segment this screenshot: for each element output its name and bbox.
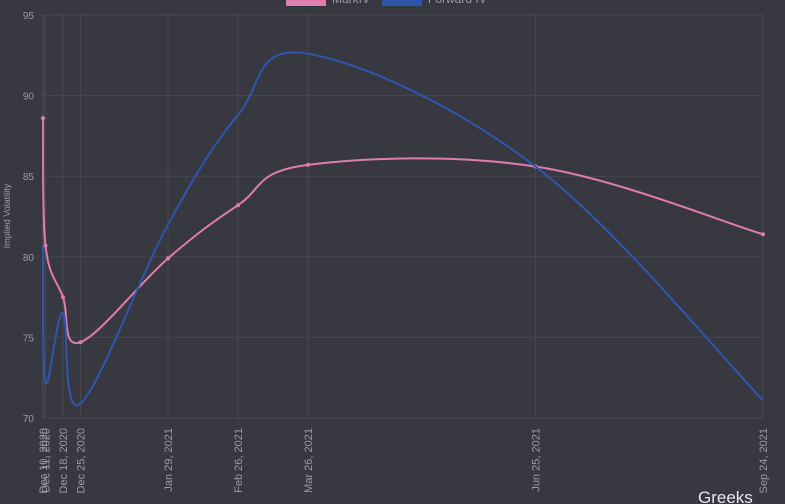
point — [43, 243, 48, 248]
legend-swatch — [286, 0, 326, 6]
x-tick-label: Dec 18, 2020 — [58, 428, 70, 493]
x-tick-label: Sep 24, 2021 — [758, 428, 770, 493]
point — [761, 232, 765, 237]
point — [41, 116, 45, 121]
legend-swatch — [382, 0, 423, 6]
y-tick-label: 75 — [23, 333, 35, 344]
legend-label: MarkIV — [332, 0, 370, 6]
y-tick-label: 95 — [23, 11, 35, 22]
x-tick-label: Dec 11, 2020 — [41, 428, 53, 493]
x-tick-label: Jun 25, 2021 — [531, 428, 543, 492]
point — [306, 162, 310, 167]
x-tick-label: Mar 26, 2021 — [303, 428, 315, 493]
series-line — [42, 118, 764, 345]
x-tick-label: Feb 26, 2021 — [233, 428, 245, 493]
y-tick-label: 70 — [23, 414, 35, 425]
point — [236, 203, 240, 208]
point — [61, 295, 65, 300]
watermark: Greeks — [698, 488, 753, 504]
x-tick-label: Jan 29, 2021 — [163, 428, 175, 492]
point — [166, 256, 170, 261]
legend-label: Forward IV — [428, 0, 487, 6]
x-tick-label: Dec 25, 2020 — [76, 428, 88, 493]
x-tick-label: Dec 10, 2020 — [38, 428, 50, 493]
y-tick-label: 90 — [23, 92, 35, 103]
y-axis-label: Implied Volatility — [2, 183, 12, 248]
y-tick-label: 80 — [23, 253, 35, 264]
y-tick-label: 85 — [23, 172, 35, 183]
point — [78, 340, 83, 345]
series-line — [42, 51, 764, 407]
